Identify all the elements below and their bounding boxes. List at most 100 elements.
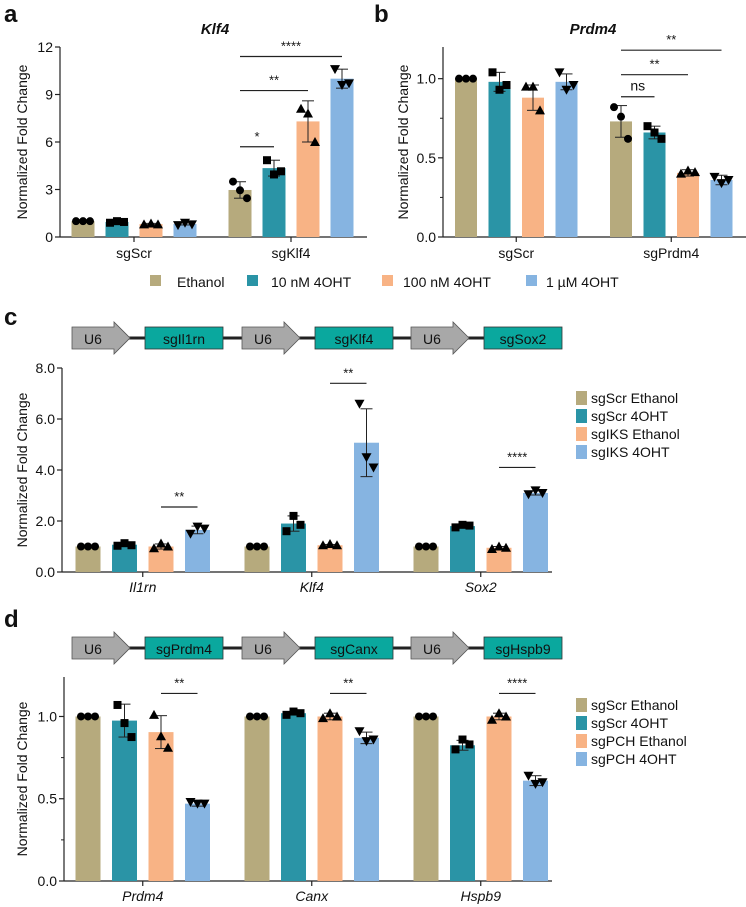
data-point — [501, 711, 511, 721]
significance-label: **** — [507, 675, 527, 690]
data-point — [106, 218, 114, 227]
legend-swatch — [576, 752, 587, 766]
data-point — [253, 542, 261, 551]
data-point — [325, 708, 335, 718]
u6-promoter-arrow — [410, 631, 470, 665]
bar-c-Il1rn-3 — [185, 529, 210, 572]
data-point — [488, 68, 497, 77]
u6-promoter-arrow — [241, 321, 301, 355]
promoter-label: U6 — [254, 331, 272, 347]
data-point — [332, 711, 342, 721]
bar-b-sgScr-0 — [455, 78, 477, 238]
y-axis-title: Normalized Fold Change — [14, 64, 30, 219]
u6-promoter-arrow — [241, 631, 301, 665]
legend-label: Ethanol — [177, 274, 224, 290]
data-point — [318, 540, 328, 550]
data-point — [260, 712, 268, 721]
y-tick-label: 8.0 — [36, 360, 56, 376]
significance-label: **** — [507, 449, 527, 464]
bar-a-sgKlf4-3 — [330, 78, 354, 238]
y-tick-label: 3 — [45, 182, 53, 198]
guide-box — [314, 326, 394, 350]
data-point — [716, 179, 727, 189]
data-point — [530, 779, 541, 789]
panel-label-b: b — [374, 1, 389, 28]
legend-label: sgScr 4OHT — [591, 408, 668, 424]
data-point — [337, 81, 347, 90]
bar-d-Canx-2 — [317, 716, 343, 881]
guide-label: sgSox2 — [500, 331, 547, 347]
significance-label: ** — [343, 675, 353, 690]
data-point — [344, 79, 354, 89]
guide-label: sgPrdm4 — [156, 641, 212, 657]
bar-d-Prdm4-0 — [75, 716, 101, 881]
bar-b-sgScr-2 — [522, 97, 544, 238]
y-tick-label: 1.0 — [38, 708, 58, 724]
bar-a-sgScr-0 — [71, 221, 95, 237]
data-point — [156, 538, 166, 548]
chart-panel-a: 0 3 6 9 12 Normalized Fold Change sgScr sgKlf4 *… — [14, 39, 367, 261]
legend-label: sgPCH Ethanol — [591, 733, 687, 749]
legend-label: sgIKS Ethanol — [591, 426, 680, 442]
y-tick-label: 12 — [37, 39, 53, 55]
data-point — [523, 771, 534, 781]
y-tick-label: 0.5 — [38, 791, 58, 807]
data-point — [354, 727, 365, 737]
y-tick-label: 0.0 — [36, 564, 56, 580]
data-point — [77, 712, 85, 721]
data-point — [149, 543, 159, 553]
data-point — [243, 194, 251, 203]
data-point — [260, 542, 268, 551]
data-point — [199, 799, 210, 809]
data-point — [79, 217, 87, 226]
chart-panel-c: 0.0 2.0 4.0 6.0 8.0 Normalized Fold Change Il1… — [14, 360, 680, 595]
data-point — [535, 105, 545, 115]
guide-box — [144, 636, 224, 660]
legend-swatch — [576, 716, 587, 730]
data-point — [282, 527, 291, 536]
bar-c-Sox2-3 — [523, 492, 548, 572]
bar-c-Sox2-0 — [413, 546, 439, 572]
u6-promoter-arrow — [71, 321, 131, 355]
data-point — [361, 453, 372, 463]
guide-box — [144, 326, 224, 350]
data-point — [458, 520, 467, 529]
data-point — [624, 134, 632, 143]
data-point — [676, 168, 686, 178]
legend-swatch — [576, 445, 587, 459]
data-point — [690, 167, 700, 177]
guide-box — [314, 636, 394, 660]
y-tick-label: 6 — [45, 134, 53, 150]
y-axis-title: Normalized Fold Change — [14, 392, 30, 547]
data-point — [683, 165, 693, 175]
guide-label: sgHspb9 — [495, 641, 550, 657]
data-point — [494, 541, 504, 551]
legend-label: sgScr 4OHT — [591, 715, 668, 731]
x-category-label: Canx — [295, 888, 329, 904]
data-point — [146, 218, 156, 228]
data-point — [495, 85, 504, 94]
significance-label: ns — [630, 78, 645, 94]
data-point — [657, 134, 666, 143]
chart-panel-d: 0.0 0.5 1.0 Normalized Fold Change Prdm4 Canx… — [14, 675, 687, 904]
bar-b-sgPrdm4-3 — [710, 180, 733, 237]
data-point — [277, 167, 285, 176]
data-point — [354, 399, 365, 409]
data-point — [163, 541, 173, 551]
data-point — [127, 733, 136, 742]
legend-label: 1 µM 4OHT — [546, 274, 619, 290]
significance-label: ** — [666, 32, 676, 47]
bar-b-sgScr-1 — [488, 81, 511, 237]
data-point — [617, 112, 625, 121]
guide-box — [483, 636, 563, 660]
legend-label: 10 nM 4OHT — [271, 274, 352, 290]
panel-label-c: c — [4, 304, 17, 331]
data-point — [282, 710, 291, 719]
significance-label: **** — [281, 39, 301, 54]
data-point — [303, 108, 313, 118]
legend-swatch — [576, 409, 587, 423]
y-tick-label: 2.0 — [36, 513, 56, 529]
data-point — [120, 539, 129, 548]
data-point — [451, 745, 460, 754]
